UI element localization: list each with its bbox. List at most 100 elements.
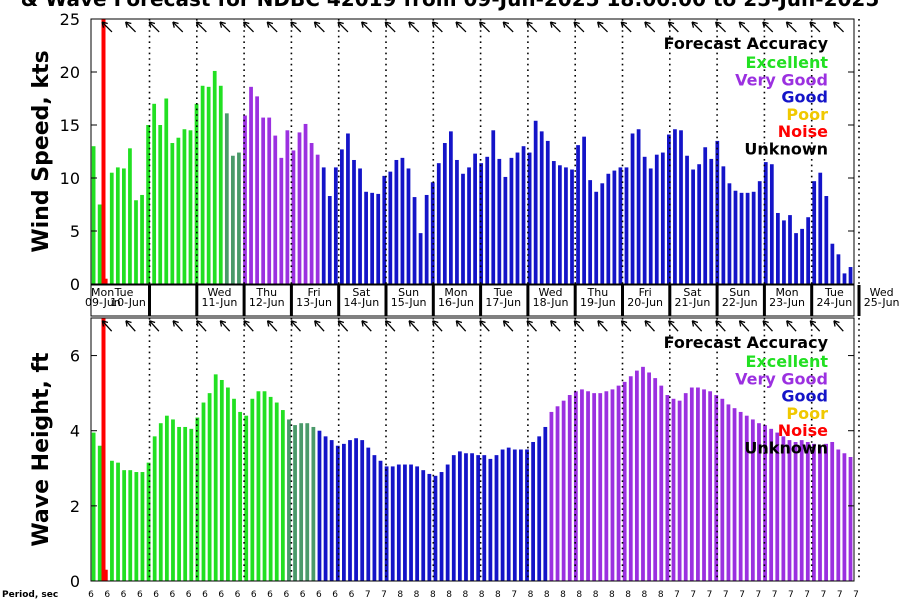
day-name: Mon [444, 286, 467, 299]
bar [805, 441, 810, 581]
bar [267, 117, 272, 284]
bar [91, 146, 96, 284]
wind-arrow [432, 320, 443, 332]
bar [479, 163, 484, 284]
bar [598, 393, 603, 581]
bar [757, 423, 761, 581]
bar [594, 191, 599, 284]
bar [406, 168, 411, 284]
bar [390, 466, 395, 581]
legend-title: Forecast Accuracy [664, 333, 829, 352]
wind-arrow [408, 21, 420, 33]
bar [183, 426, 188, 581]
period-value: 6 [170, 590, 176, 600]
bar [158, 423, 163, 581]
period-value: 6 [251, 590, 257, 600]
bar [794, 233, 798, 284]
bar [439, 472, 444, 581]
period-value: 6 [121, 590, 127, 600]
period-value: 7 [788, 590, 794, 600]
day-name: Mon [91, 286, 114, 299]
wind-arrow [644, 21, 656, 33]
bar [354, 438, 358, 581]
bar [352, 159, 356, 284]
y-tick-label: 2 [70, 497, 80, 516]
day-divider [526, 285, 530, 316]
bar [436, 163, 441, 284]
period-value: 7 [365, 590, 371, 600]
bar [158, 125, 163, 284]
wind-arrow [479, 320, 490, 332]
day-name: Sun [398, 286, 419, 299]
day-name: Tue [114, 286, 134, 299]
bar [842, 273, 847, 284]
period-value: 6 [300, 590, 306, 600]
bar [457, 451, 462, 581]
bar [769, 428, 774, 581]
wind-arrow [526, 320, 537, 332]
bar [715, 140, 720, 284]
bar [848, 267, 853, 284]
bar [618, 167, 623, 284]
bar [733, 190, 738, 284]
bar [679, 130, 683, 284]
bar [412, 197, 417, 284]
bar [226, 387, 230, 581]
bar [207, 393, 212, 581]
wind-arrow [479, 21, 491, 33]
bar [673, 129, 677, 284]
day-date: 20-Jun [627, 296, 663, 309]
bar [588, 180, 593, 284]
bar [564, 167, 568, 284]
wind-arrow [809, 21, 821, 33]
bar [824, 443, 828, 581]
bar [702, 389, 706, 581]
period-value: 6 [218, 590, 224, 600]
bar [91, 432, 96, 581]
bar [237, 152, 241, 284]
period-value: 8 [414, 590, 420, 600]
bar [470, 453, 474, 581]
day-label-row: Mon09-JunTue10-JunWed11-JunThu12-JunFri1… [85, 284, 900, 317]
wind-arrow [738, 21, 750, 33]
bar [642, 156, 647, 284]
bar [170, 143, 175, 284]
bar [582, 136, 586, 284]
bar [146, 125, 150, 284]
wind-arrow [219, 21, 231, 33]
bar [128, 470, 133, 581]
day-name: Sun [729, 286, 750, 299]
period-value: 8 [430, 590, 436, 600]
bar [630, 133, 635, 284]
bar [720, 398, 725, 581]
period-row: Period, sec 6 6 6 6 6 6 6 6 6 6 6 6 6 6 6 6 6 7 7 8 8 8 8 8 8 8 7 8 8… [2, 590, 859, 600]
bar [503, 176, 508, 284]
bar [836, 449, 841, 581]
bar [467, 167, 471, 284]
bar [836, 254, 841, 284]
day-name: Tue [493, 286, 513, 299]
bar [545, 140, 550, 284]
bar [745, 192, 750, 284]
legend-item: Very Good [735, 369, 828, 388]
bar [445, 464, 450, 581]
bar [561, 400, 566, 581]
bar [403, 464, 407, 581]
bar [297, 132, 302, 284]
bar [757, 181, 762, 284]
bar [280, 410, 285, 581]
day-divider [762, 285, 766, 316]
bar [250, 398, 255, 581]
day-date: 12-Jun [249, 296, 285, 309]
wind-arrow [195, 21, 207, 33]
bar [677, 400, 682, 581]
bar [152, 103, 157, 284]
bar [317, 430, 322, 581]
bar [818, 445, 822, 581]
plot-frame [90, 317, 855, 582]
wind-arrow [125, 21, 137, 33]
bar [176, 137, 181, 284]
day-date: 14-Jun [343, 296, 379, 309]
y-tick-label: 0 [70, 572, 80, 591]
wind-arrow [243, 320, 254, 332]
